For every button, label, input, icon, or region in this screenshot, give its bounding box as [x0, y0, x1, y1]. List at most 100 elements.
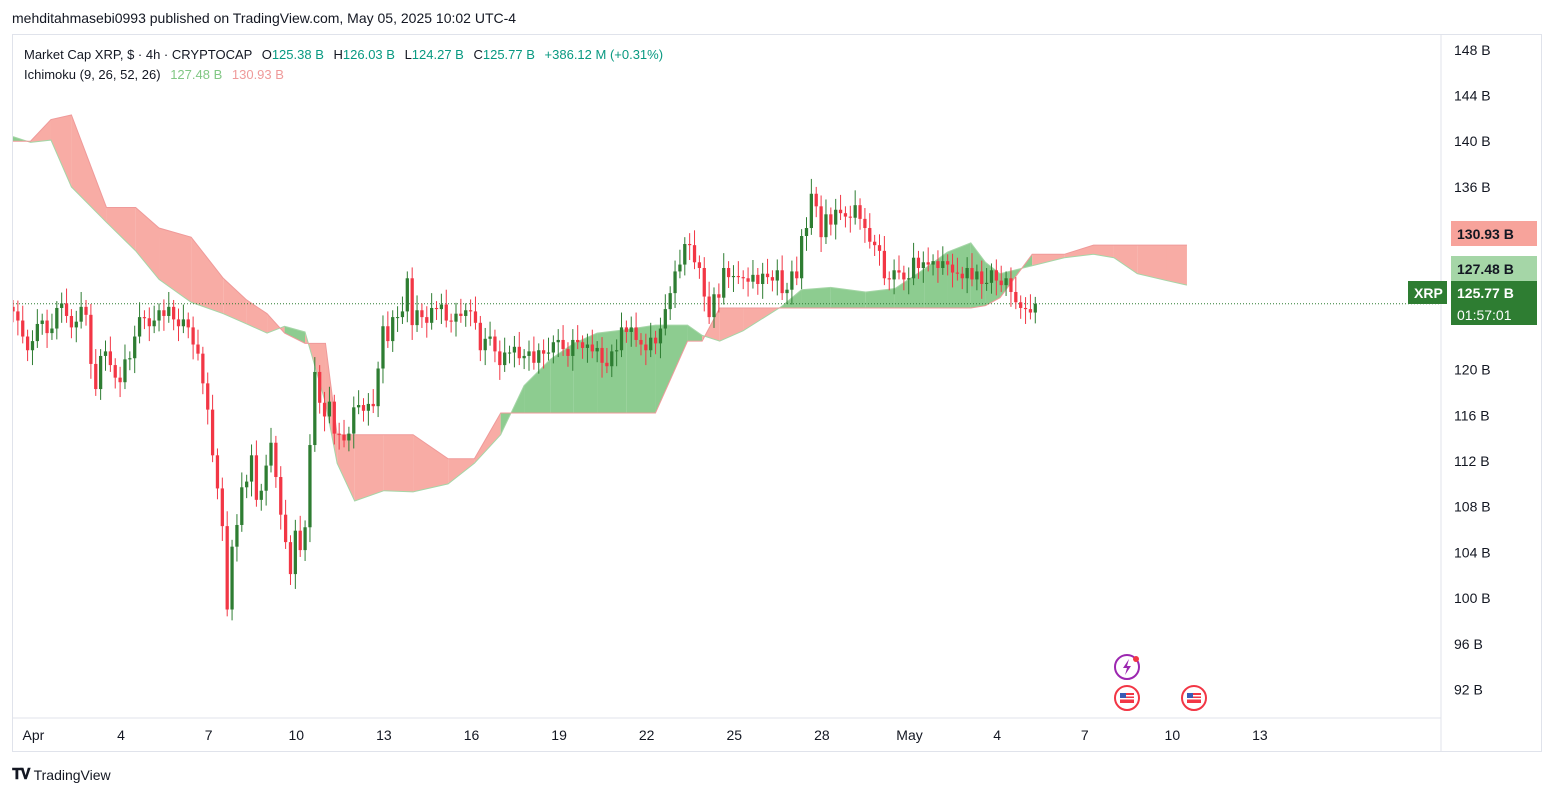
candle-body[interactable] — [629, 327, 633, 332]
candle-body[interactable] — [824, 214, 828, 238]
candle-body[interactable] — [147, 318, 151, 327]
candle-body[interactable] — [692, 245, 697, 263]
candle-body[interactable] — [64, 303, 69, 316]
candle-body[interactable] — [882, 250, 887, 279]
candle-body[interactable] — [649, 337, 653, 351]
candle-body[interactable] — [590, 344, 594, 352]
candle-body[interactable] — [79, 306, 83, 322]
candle-body[interactable] — [264, 465, 268, 491]
candle-body[interactable] — [537, 350, 541, 363]
candle-body[interactable] — [137, 317, 142, 337]
candle-body[interactable] — [108, 351, 112, 366]
candle-body[interactable] — [235, 524, 239, 547]
candle-body[interactable] — [911, 257, 916, 279]
candle-body[interactable] — [897, 270, 901, 273]
candle-body[interactable] — [21, 320, 25, 337]
candle-body[interactable] — [907, 278, 911, 280]
candle-body[interactable] — [877, 245, 882, 251]
candle-body[interactable] — [931, 261, 935, 265]
candle-body[interactable] — [580, 342, 585, 348]
candle-body[interactable] — [615, 350, 619, 352]
us-flag-event-icon[interactable] — [1114, 685, 1140, 711]
candle-body[interactable] — [722, 267, 726, 298]
candle-body[interactable] — [683, 244, 687, 265]
candle-body[interactable] — [152, 320, 156, 327]
candle-body[interactable] — [459, 313, 463, 316]
candle-body[interactable] — [717, 294, 721, 298]
candle-body[interactable] — [98, 355, 103, 390]
candle-body[interactable] — [600, 347, 604, 363]
candle-body[interactable] — [215, 455, 220, 489]
candle-body[interactable] — [493, 336, 497, 352]
candle-body[interactable] — [736, 275, 740, 278]
candle-body[interactable] — [225, 526, 229, 610]
candle-body[interactable] — [25, 336, 30, 351]
candle-body[interactable] — [634, 327, 638, 340]
candle-body[interactable] — [269, 442, 273, 466]
candle-body[interactable] — [726, 267, 731, 278]
lightning-event-icon[interactable] — [1114, 654, 1140, 680]
candle-body[interactable] — [512, 346, 517, 353]
candle-body[interactable] — [804, 228, 809, 237]
candle-body[interactable] — [946, 261, 950, 265]
candle-body[interactable] — [254, 455, 259, 500]
candle-body[interactable] — [50, 328, 54, 334]
candle-body[interactable] — [658, 328, 663, 344]
candle-body[interactable] — [210, 409, 215, 456]
candle-body[interactable] — [240, 487, 244, 525]
candle-body[interactable] — [483, 338, 487, 351]
candle-body[interactable] — [532, 351, 536, 363]
candle-body[interactable] — [858, 205, 862, 219]
candle-body[interactable] — [181, 319, 186, 327]
candle-body[interactable] — [425, 317, 429, 323]
candle-body[interactable] — [819, 206, 823, 238]
candle-body[interactable] — [279, 477, 283, 515]
candle-body[interactable] — [756, 274, 760, 284]
candle-body[interactable] — [546, 352, 551, 354]
candle-body[interactable] — [113, 365, 117, 378]
candle-body[interactable] — [848, 216, 852, 218]
candle-body[interactable] — [863, 218, 867, 229]
candle-body[interactable] — [503, 352, 507, 366]
candle-body[interactable] — [663, 309, 667, 329]
candle-body[interactable] — [454, 313, 458, 322]
candle-body[interactable] — [69, 315, 74, 328]
candle-body[interactable] — [809, 193, 813, 229]
candle-body[interactable] — [936, 261, 940, 268]
candle-body[interactable] — [712, 294, 716, 318]
candle-body[interactable] — [322, 402, 327, 417]
candle-body[interactable] — [556, 339, 560, 343]
candle-body[interactable] — [668, 293, 672, 310]
candle-body[interactable] — [298, 530, 302, 551]
candle-body[interactable] — [337, 433, 341, 435]
candle-body[interactable] — [94, 363, 98, 390]
candle-body[interactable] — [688, 244, 692, 246]
candle-body[interactable] — [352, 407, 356, 434]
candle-body[interactable] — [230, 546, 234, 610]
candle-body[interactable] — [834, 209, 838, 225]
candle-body[interactable] — [464, 310, 468, 316]
candle-body[interactable] — [653, 337, 658, 344]
candle-body[interactable] — [60, 303, 64, 308]
candle-body[interactable] — [123, 359, 127, 383]
candle-body[interactable] — [142, 317, 147, 319]
candle-body[interactable] — [644, 344, 648, 351]
candle-body[interactable] — [356, 405, 361, 408]
candle-body[interactable] — [673, 271, 677, 294]
indicator-label[interactable]: Ichimoku (9, 26, 52, 26) — [24, 67, 161, 82]
candle-body[interactable] — [439, 304, 444, 310]
candle-body[interactable] — [765, 273, 770, 278]
candle-body[interactable] — [40, 320, 44, 324]
candle-body[interactable] — [955, 272, 960, 274]
candle-body[interactable] — [585, 344, 590, 348]
candle-body[interactable] — [975, 271, 979, 280]
candle-body[interactable] — [55, 307, 59, 329]
candle-body[interactable] — [795, 271, 799, 279]
candle-body[interactable] — [999, 280, 1003, 286]
candle-body[interactable] — [386, 326, 390, 342]
candle-body[interactable] — [702, 267, 706, 297]
candle-body[interactable] — [1014, 291, 1018, 303]
candle-body[interactable] — [74, 321, 78, 328]
candle-body[interactable] — [308, 445, 312, 528]
candle-body[interactable] — [1028, 309, 1033, 313]
